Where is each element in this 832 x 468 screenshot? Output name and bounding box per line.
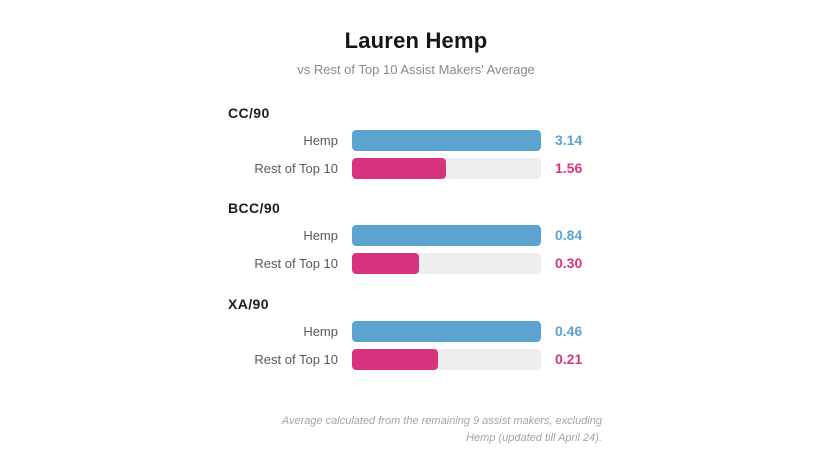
- metric-group-cc-per-90: CC/90 Hemp 3.14 Rest of Top 10 1.56: [228, 105, 628, 185]
- bar-track: [352, 158, 541, 179]
- bar-fill: [352, 158, 446, 179]
- bar-row-rest: Rest of Top 10 1.56: [228, 158, 628, 180]
- bar-row-hemp: Hemp 0.46: [228, 321, 628, 343]
- metric-label: XA/90: [228, 296, 269, 312]
- bar-label: Hemp: [303, 228, 338, 243]
- metric-label: BCC/90: [228, 200, 281, 216]
- bar-track: [352, 349, 541, 370]
- bar-value: 0.84: [555, 227, 583, 243]
- bar-row-hemp: Hemp 3.14: [228, 130, 628, 152]
- bar-fill: [352, 225, 541, 246]
- bar-track: [352, 253, 541, 274]
- chart-subtitle: vs Rest of Top 10 Assist Makers' Average: [297, 62, 535, 77]
- metric-label: CC/90: [228, 105, 270, 121]
- bar-value: 0.21: [555, 351, 583, 367]
- bar-label: Hemp: [303, 324, 338, 339]
- metric-group-xa-per-90: XA/90 Hemp 0.46 Rest of Top 10 0.21: [228, 296, 628, 376]
- footnote-line-1: Average calculated from the remaining 9 …: [281, 415, 602, 427]
- footnote-line-2: Hemp (updated till April 24).: [466, 432, 602, 444]
- bar-fill: [352, 130, 541, 151]
- bar-value: 0.46: [555, 323, 583, 339]
- bar-row-rest: Rest of Top 10 0.30: [228, 253, 628, 275]
- bar-track: [352, 130, 541, 151]
- bar-fill: [352, 349, 439, 370]
- bar-row-rest: Rest of Top 10 0.21: [228, 349, 628, 371]
- bar-track: [352, 321, 541, 342]
- bar-fill: [352, 253, 420, 274]
- bar-value: 0.30: [555, 255, 583, 271]
- bar-value: 3.14: [555, 132, 583, 148]
- bar-track: [352, 225, 541, 246]
- footnote: Average calculated from the remaining 9 …: [182, 413, 602, 447]
- bar-label: Rest of Top 10: [254, 161, 338, 176]
- metric-group-bcc-per-90: BCC/90 Hemp 0.84 Rest of Top 10 0.30: [228, 200, 628, 280]
- bar-label: Hemp: [303, 133, 338, 148]
- bar-label: Rest of Top 10: [254, 352, 338, 367]
- bar-label: Rest of Top 10: [254, 256, 338, 271]
- chart-title: Lauren Hemp: [344, 28, 488, 53]
- bar-value: 1.56: [555, 160, 583, 176]
- bar-row-hemp: Hemp 0.84: [228, 225, 628, 247]
- bar-fill: [352, 321, 541, 342]
